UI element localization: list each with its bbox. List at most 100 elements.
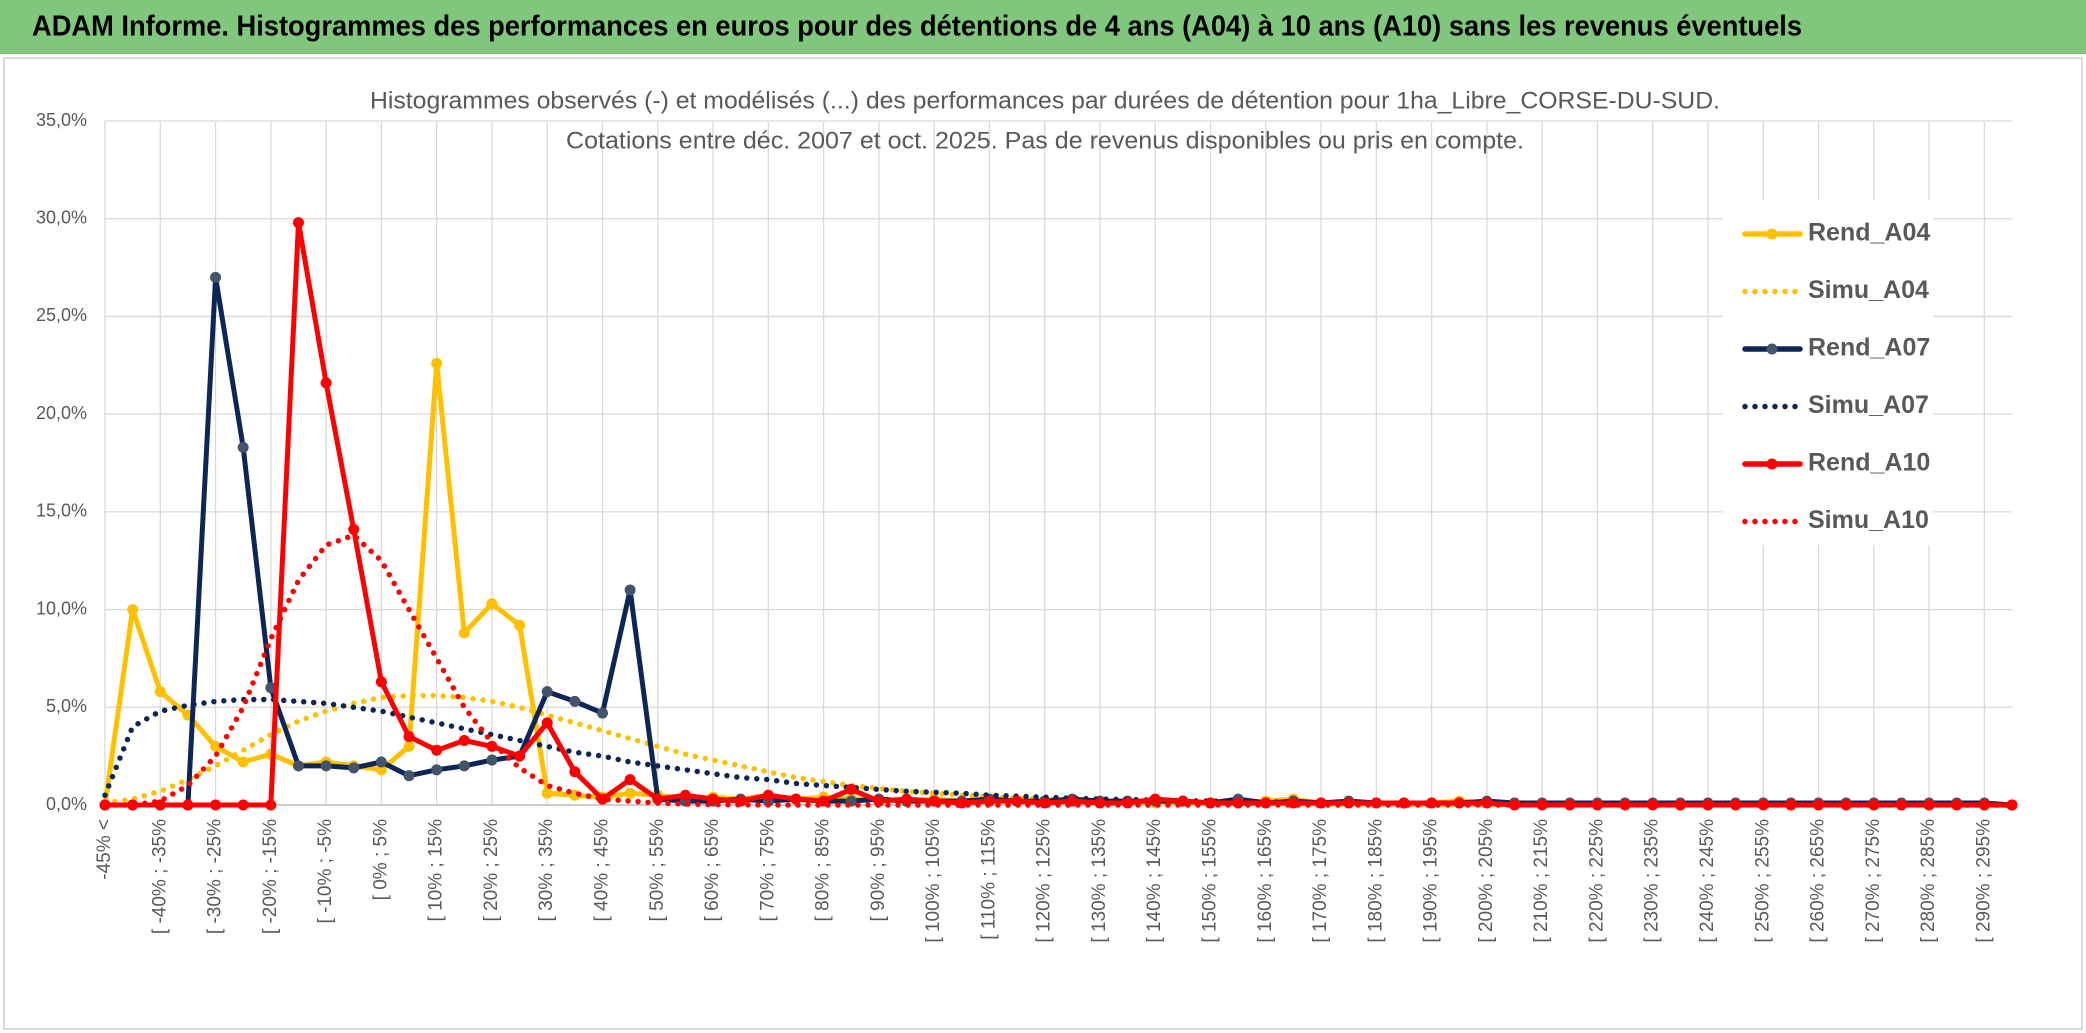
data-point: [1647, 799, 1659, 811]
data-point: [486, 754, 498, 766]
plot: [99, 217, 2018, 811]
y-tick-label: 10,0%: [36, 598, 87, 618]
legend: Rend_A04 Simu_A04 Rend_A07 Simu_A07 Rend_A10…: [1742, 219, 1930, 534]
legend-marker: [1766, 343, 1778, 355]
x-tick-label: [ 90% ; 95%: [868, 819, 889, 922]
legend-label: Rend_A07: [1808, 334, 1930, 362]
header-title: ADAM Informe. Histogrammes des performan…: [32, 11, 1802, 43]
data-point: [458, 735, 470, 747]
legend-marker: [1766, 228, 1778, 240]
y-tick-label: 35,0%: [36, 110, 87, 130]
x-tick-label: [ 260% ; 265%: [1808, 819, 1829, 943]
x-tick-label: [ 130% ; 135%: [1089, 819, 1110, 943]
data-point: [210, 271, 222, 283]
x-tick-label: [ 290% ; 295%: [1973, 819, 1994, 943]
x-tick-label: [ 30% ; 35%: [536, 819, 557, 922]
legend-label: Rend_A04: [1808, 219, 1930, 247]
legend-label: Simu_A04: [1808, 276, 1929, 304]
data-point: [292, 217, 304, 229]
x-tick-label: [ 70% ; 75%: [757, 819, 778, 922]
data-point: [541, 717, 553, 729]
data-point: [292, 760, 304, 772]
data-point: [845, 783, 857, 795]
y-tick-label: 20,0%: [36, 403, 87, 423]
data-point: [900, 793, 912, 805]
x-tick-label: [ 60% ; 65%: [702, 819, 723, 922]
x-tick-label: [ -10% ; -5%: [315, 819, 336, 924]
data-point: [2006, 799, 2018, 811]
data-point: [486, 598, 498, 610]
chart-subtitle: Cotations entre déc. 2007 et oct. 2025. …: [566, 127, 1524, 154]
chart-frame: [3, 57, 2083, 1030]
y-tick-label: 0,0%: [46, 794, 87, 814]
x-tick-label: [ 220% ; 225%: [1586, 819, 1607, 943]
data-point: [154, 799, 166, 811]
data-point: [375, 676, 387, 688]
data-point: [210, 740, 222, 752]
legend-box: [1723, 200, 1933, 545]
x-tick-label: [ 280% ; 285%: [1918, 819, 1939, 943]
data-point: [624, 584, 636, 596]
data-point: [1757, 799, 1769, 811]
data-point: [541, 686, 553, 698]
x-tick-label: [ 150% ; 155%: [1200, 819, 1221, 943]
data-point: [210, 799, 222, 811]
grid: 0,0% 5,0% 10,0% 15,0% 20,0% 25,0% 30,0% 35,0% -4…: [36, 110, 2012, 943]
data-point: [431, 764, 443, 776]
data-point: [569, 766, 581, 778]
x-tick-label: [ -40% ; -35%: [149, 819, 170, 934]
y-tick-label: 25,0%: [36, 305, 87, 325]
x-tick-label: [ 170% ; 175%: [1310, 819, 1331, 943]
data-point: [762, 789, 774, 801]
x-tick-label: [ 270% ; 275%: [1863, 819, 1884, 943]
data-point: [707, 793, 719, 805]
data-point: [596, 707, 608, 719]
legend-marker: [1766, 458, 1778, 470]
data-point: [458, 760, 470, 772]
x-tick-label: [ -20% ; -15%: [260, 819, 281, 934]
data-point: [541, 787, 553, 799]
x-tick-label: [ 0% ; 5%: [370, 819, 391, 900]
x-tick-label: [ 50% ; 55%: [647, 819, 668, 922]
data-point: [458, 627, 470, 639]
x-tick-label: [ 230% ; 235%: [1642, 819, 1663, 943]
x-tick-label: [ 10% ; 15%: [426, 819, 447, 922]
x-tick-label: [ -30% ; -25%: [205, 819, 226, 934]
x-tick-label: [ 160% ; 165%: [1255, 819, 1276, 943]
chart-title: Histogrammes observés (-) et modélisés (…: [370, 87, 1720, 114]
data-point: [127, 604, 139, 616]
data-point: [237, 441, 249, 453]
data-point: [1536, 799, 1548, 811]
legend-label: Simu_A07: [1808, 391, 1929, 419]
header-bar: [0, 0, 2086, 54]
x-tick-label: [ 100% ; 105%: [923, 819, 944, 943]
x-tick-label: [ 40% ; 45%: [591, 819, 612, 922]
data-point: [348, 523, 360, 535]
data-point: [790, 793, 802, 805]
data-point: [1895, 799, 1907, 811]
data-point: [1868, 799, 1880, 811]
series-line: [102, 532, 2015, 808]
x-tick-label: [ 240% ; 245%: [1697, 819, 1718, 943]
x-tick-label: [ 120% ; 125%: [1034, 819, 1055, 943]
data-point: [237, 756, 249, 768]
data-point: [375, 764, 387, 776]
data-point: [431, 357, 443, 369]
data-point: [320, 760, 332, 772]
x-tick-label: [ 190% ; 195%: [1421, 819, 1442, 943]
x-tick-label: [ 20% ; 25%: [481, 819, 502, 922]
y-tick-label: 15,0%: [36, 501, 87, 521]
data-point: [237, 799, 249, 811]
x-tick-label: [ 140% ; 145%: [1144, 819, 1165, 943]
data-point: [320, 377, 332, 389]
y-tick-label: 30,0%: [36, 207, 87, 227]
data-point: [1785, 799, 1797, 811]
data-point: [569, 695, 581, 707]
data-point: [1619, 799, 1631, 811]
legend-label: Simu_A10: [1808, 506, 1929, 534]
legend-label: Rend_A10: [1808, 449, 1930, 477]
series-line: [102, 220, 2015, 808]
data-point: [624, 787, 636, 799]
data-point: [624, 774, 636, 786]
